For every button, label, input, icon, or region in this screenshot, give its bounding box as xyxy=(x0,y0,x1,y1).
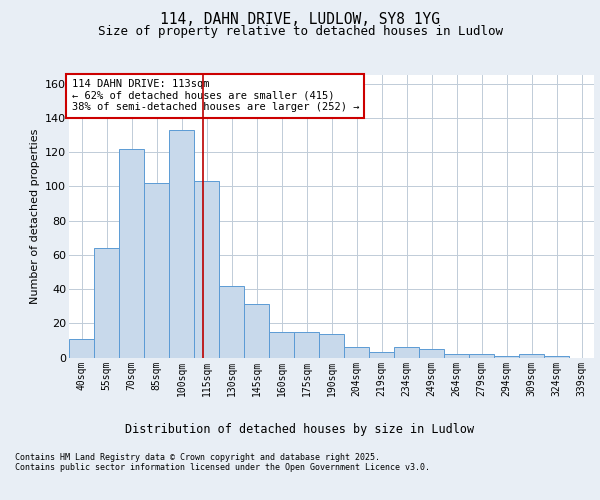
Bar xyxy=(169,130,194,358)
Text: Contains HM Land Registry data © Crown copyright and database right 2025.: Contains HM Land Registry data © Crown c… xyxy=(15,454,380,462)
Bar xyxy=(194,181,219,358)
Text: 114 DAHN DRIVE: 113sqm
← 62% of detached houses are smaller (415)
38% of semi-de: 114 DAHN DRIVE: 113sqm ← 62% of detached… xyxy=(71,79,359,112)
Y-axis label: Number of detached properties: Number of detached properties xyxy=(29,128,40,304)
Bar xyxy=(244,304,269,358)
Bar xyxy=(519,354,544,358)
Text: Contains public sector information licensed under the Open Government Licence v3: Contains public sector information licen… xyxy=(15,464,430,472)
Bar xyxy=(494,356,519,358)
Bar xyxy=(444,354,469,358)
Bar xyxy=(394,347,419,358)
Text: Distribution of detached houses by size in Ludlow: Distribution of detached houses by size … xyxy=(125,422,475,436)
Bar xyxy=(319,334,344,357)
Bar xyxy=(94,248,119,358)
Bar xyxy=(69,338,94,357)
Text: 114, DAHN DRIVE, LUDLOW, SY8 1YG: 114, DAHN DRIVE, LUDLOW, SY8 1YG xyxy=(160,12,440,28)
Bar xyxy=(469,354,494,358)
Bar xyxy=(419,349,444,358)
Bar xyxy=(269,332,294,357)
Bar xyxy=(344,347,369,358)
Bar xyxy=(544,356,569,358)
Bar xyxy=(369,352,394,358)
Bar xyxy=(144,183,169,358)
Text: Size of property relative to detached houses in Ludlow: Size of property relative to detached ho… xyxy=(97,25,503,38)
Bar xyxy=(219,286,244,358)
Bar xyxy=(119,148,144,358)
Bar xyxy=(294,332,319,357)
